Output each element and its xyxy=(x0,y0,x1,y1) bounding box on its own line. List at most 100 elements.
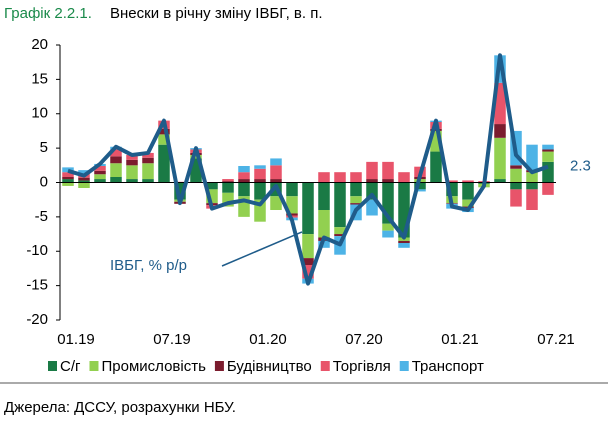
bar-segment xyxy=(126,155,138,160)
annotation-pointer xyxy=(221,231,303,267)
bar-segment xyxy=(366,199,378,216)
bar-segment xyxy=(222,179,234,182)
x-tick-label: 01.21 xyxy=(441,331,479,348)
bar-segment xyxy=(174,182,186,200)
bar-segment xyxy=(62,167,74,173)
bar-segment xyxy=(318,240,330,248)
bar-segment xyxy=(62,177,74,180)
bar-segment xyxy=(94,170,106,175)
legend-label: Транспорт xyxy=(412,358,484,375)
bar-segment xyxy=(94,166,106,171)
y-tick-label: 20 xyxy=(31,36,48,53)
chart-title: Внески в річну зміну ІВБГ, в. п. xyxy=(110,5,323,22)
bar-segment xyxy=(382,230,394,238)
bar-segment xyxy=(142,163,154,180)
bar-segment xyxy=(158,128,170,135)
bar-segment xyxy=(494,82,506,125)
bar-segment xyxy=(430,151,442,183)
y-tick-label: 0 xyxy=(40,173,48,190)
bar-segment xyxy=(542,182,554,195)
bar-segment xyxy=(190,155,202,159)
bar-segment xyxy=(270,165,282,180)
bar-segment xyxy=(494,179,506,183)
bar-segment xyxy=(542,151,554,162)
bar-segment xyxy=(462,180,474,183)
bar-segment xyxy=(526,182,538,190)
bar-segment xyxy=(366,179,378,183)
bar-segment xyxy=(126,179,138,183)
bar-segment xyxy=(158,134,170,145)
y-tick-label: -20 xyxy=(26,311,48,328)
bar-segment xyxy=(78,170,90,174)
bar-segment xyxy=(382,223,394,231)
legend-label: Будівництво xyxy=(227,358,312,375)
bar-segment xyxy=(158,144,170,183)
bar-segment xyxy=(510,182,522,190)
bar-segment xyxy=(222,192,234,207)
bar-segment xyxy=(350,196,362,204)
bar-segment xyxy=(334,182,346,228)
bar-segment xyxy=(142,157,154,164)
bar-segment xyxy=(286,182,298,197)
bar-segment xyxy=(398,240,410,243)
bar-segment xyxy=(398,182,410,238)
bar-segment xyxy=(62,179,74,183)
bar-segment xyxy=(302,265,314,279)
legend-swatch xyxy=(89,361,99,371)
bar-segment xyxy=(126,159,138,166)
y-tick-label: 10 xyxy=(31,105,48,122)
bar-segment xyxy=(350,172,362,183)
bar-segment xyxy=(142,152,154,158)
bar-segment xyxy=(254,179,266,183)
bar-segment xyxy=(462,199,474,207)
bar-segment xyxy=(318,172,330,183)
y-tick-label: -15 xyxy=(26,277,48,294)
bar-segment xyxy=(110,177,122,183)
bar-segment xyxy=(318,182,330,210)
bar-segment xyxy=(110,163,122,177)
bar-segment xyxy=(366,182,378,200)
bar-segment xyxy=(542,144,554,150)
bar-segment xyxy=(238,182,250,197)
legend-label: Торгівля xyxy=(333,358,391,375)
bar-segment xyxy=(382,179,394,183)
bar-segment xyxy=(222,181,234,183)
bar-segment xyxy=(414,182,426,190)
bar-segment xyxy=(334,234,346,237)
y-tick-label: -10 xyxy=(26,242,48,259)
bar-segment xyxy=(270,196,282,210)
bar-segment xyxy=(350,182,362,197)
bar-segment xyxy=(110,149,122,157)
chart-number: Графік 2.2.1. xyxy=(4,5,92,22)
line-series xyxy=(67,53,549,286)
bar-segment xyxy=(238,196,250,217)
bar-segment xyxy=(494,137,506,180)
bar-segment xyxy=(542,161,554,183)
bar-segment xyxy=(94,174,106,180)
bar-segment xyxy=(462,182,474,200)
legend-swatch xyxy=(48,361,57,371)
bar-segment xyxy=(510,168,522,183)
bar-segment xyxy=(254,168,266,180)
bar-segment xyxy=(286,213,298,216)
bar-segment xyxy=(398,243,410,248)
bar-segment xyxy=(302,234,314,259)
legend-swatch xyxy=(320,361,330,371)
bar-segment xyxy=(254,165,266,169)
source-note: Джерела: ДССУ, розрахунки НБУ. xyxy=(4,399,236,416)
bar-segment xyxy=(94,179,106,183)
legend-swatch xyxy=(399,361,409,371)
bar-segment xyxy=(414,189,426,192)
bar-segment xyxy=(334,227,346,235)
bar-segment xyxy=(78,180,90,183)
legend-label: Промисловість xyxy=(101,358,206,375)
bar-segment xyxy=(446,180,458,183)
bar-segment xyxy=(206,182,218,190)
x-tick-label: 07.19 xyxy=(153,331,191,348)
bar-segment xyxy=(206,189,218,204)
bar-segment xyxy=(238,179,250,183)
line-annotation: ІВБГ, % р/р xyxy=(110,257,187,274)
bar-segment xyxy=(62,172,74,177)
bar-segment xyxy=(78,177,90,181)
